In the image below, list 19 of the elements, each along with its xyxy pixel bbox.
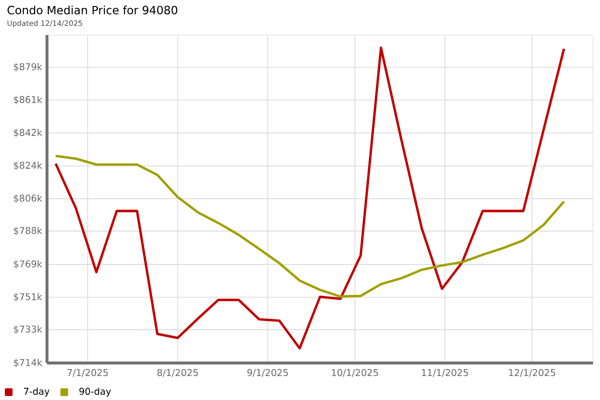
chart-title: Condo Median Price for 94080 bbox=[8, 6, 178, 14]
x-tick-label: 9/1/2025 bbox=[247, 369, 288, 377]
y-tick-label: $824k bbox=[14, 162, 42, 170]
x-tick-label: 10/1/2025 bbox=[332, 369, 378, 377]
y-tick-label: $751k bbox=[14, 293, 42, 302]
legend-label: 90-day bbox=[79, 388, 111, 397]
y-tick-label: $879k bbox=[14, 63, 42, 72]
y-tick-label: $806k bbox=[14, 194, 42, 203]
y-tick-label: $842k bbox=[14, 128, 42, 138]
y-tick-label: $788k bbox=[14, 226, 42, 236]
y-tick-label: $861k bbox=[14, 96, 42, 104]
y-tick-label: $714k bbox=[14, 358, 42, 368]
y-tick-label: $769k bbox=[14, 260, 42, 269]
x-tick-label: 7/1/2025 bbox=[67, 369, 108, 377]
x-tick-label: 12/1/2025 bbox=[509, 369, 556, 377]
x-tick-label: 8/1/2025 bbox=[157, 369, 198, 377]
legend-label: 7-day bbox=[24, 388, 50, 397]
x-tick-label: 11/1/2025 bbox=[422, 369, 468, 377]
y-tick-label: $733k bbox=[14, 325, 42, 334]
